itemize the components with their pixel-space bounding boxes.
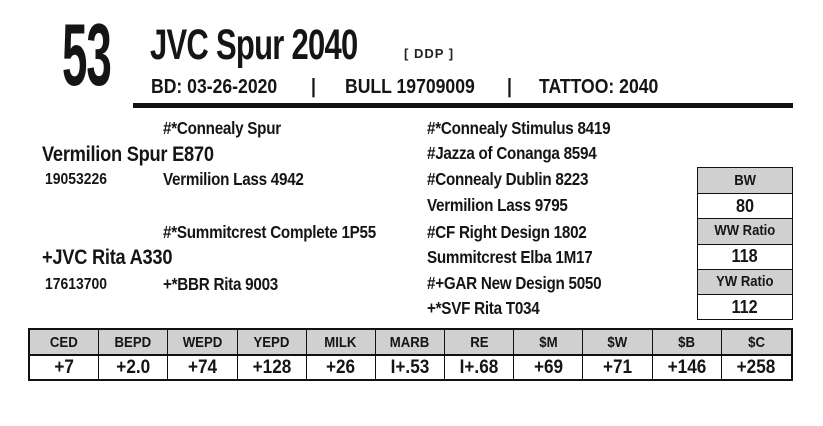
- epd-header-label: MARB: [390, 333, 430, 351]
- stat-value-yw-ratio: 112: [698, 293, 792, 320]
- epd-header-label: $M: [539, 333, 558, 351]
- pedigree-sire-dam: Vermilion Lass 4942: [163, 169, 304, 189]
- pedigree-dam-maternal-granddam: +*SVF Rita T034: [427, 298, 540, 318]
- stat-value-ww-ratio: 118: [698, 243, 792, 269]
- epd-value-yepd: +128: [237, 356, 307, 379]
- pedigree-dam-reg: 17613700: [45, 276, 107, 293]
- epd-value-bepd: +2.0: [99, 356, 169, 379]
- epd-header-label: BEPD: [114, 333, 152, 351]
- pedigree-sire-paternal-grandsire: #*Connealy Stimulus 8419: [427, 118, 611, 138]
- separator-bar: |: [311, 76, 316, 98]
- epd-header-dollar-w: $W: [583, 330, 653, 356]
- stat-value-bw: 80: [698, 193, 792, 219]
- pedigree-sire-paternal-granddam: #Jazza of Conanga 8594: [427, 143, 597, 163]
- animal-id: BULL 19709009: [345, 76, 475, 98]
- epd-header-label: MILK: [324, 333, 357, 351]
- epd-value-marb: I+.53: [375, 356, 446, 379]
- pedigree-sire-name: Vermilion Spur E870: [42, 143, 214, 166]
- epd-value-ced: +7: [30, 356, 100, 379]
- epd-value-dollar-c: +258: [721, 356, 791, 379]
- pedigree-dam-sire: #*Summitcrest Complete 1P55: [163, 222, 376, 242]
- pedigree-sire-reg: 19053226: [45, 171, 107, 188]
- pedigree-dam-maternal-grandsire: #+GAR New Design 5050: [427, 273, 602, 293]
- epd-table: CED BEPD WEPD YEPD MILK MARB RE $M $W $B…: [28, 328, 793, 381]
- epd-header-milk: MILK: [306, 330, 376, 356]
- epd-header-label: $C: [747, 333, 765, 351]
- pedigree-sire-maternal-granddam: Vermilion Lass 9795: [427, 195, 568, 215]
- epd-value-text: +74: [187, 356, 217, 378]
- epd-value-text: +7: [54, 356, 74, 378]
- epd-value-text: +146: [667, 356, 707, 378]
- epd-header-dollar-b: $B: [652, 330, 722, 356]
- epd-header-label: YEPD: [253, 333, 290, 351]
- epd-header-dollar-m: $M: [514, 330, 584, 356]
- epd-header-re: RE: [445, 330, 515, 356]
- epd-header-dollar-c: $C: [721, 330, 791, 356]
- epd-header-label: $W: [607, 333, 628, 351]
- epd-header-marb: MARB: [375, 330, 446, 356]
- separator-bar: |: [507, 76, 512, 98]
- stat-value-text: 118: [731, 246, 759, 267]
- stat-header-label: BW: [734, 172, 756, 189]
- animal-title: JVC Spur 2040: [150, 21, 358, 69]
- lot-number: 53: [62, 5, 112, 104]
- epd-header-ced: CED: [30, 330, 100, 356]
- epd-value-dollar-b: +146: [652, 356, 722, 379]
- epd-header-yepd: YEPD: [237, 330, 307, 356]
- pedigree-sire-maternal-grandsire: #Connealy Dublin 8223: [427, 169, 589, 189]
- epd-value-re: I+.68: [445, 356, 515, 379]
- epd-value-text: I+.68: [459, 356, 499, 378]
- ddp-tag: [ DDP ]: [404, 46, 455, 61]
- header-rule-divider: [133, 103, 793, 108]
- stat-value-text: 80: [735, 195, 755, 216]
- epd-value-dollar-m: +69: [514, 356, 584, 379]
- stat-value-text: 112: [731, 296, 759, 317]
- pedigree-dam-dam: +*BBR Rita 9003: [163, 274, 278, 294]
- pedigree-dam-name: +JVC Rita A330: [42, 246, 173, 269]
- epd-header-label: RE: [470, 333, 489, 351]
- epd-header-wepd: WEPD: [168, 330, 238, 356]
- tattoo: TATTOO: 2040: [539, 76, 659, 98]
- pedigree-sire-sire: #*Connealy Spur: [163, 118, 281, 138]
- epd-value-text: +69: [533, 356, 563, 378]
- epd-value-milk: +26: [306, 356, 376, 379]
- epd-header-label: WEPD: [182, 333, 223, 351]
- epd-value-text: +71: [602, 356, 633, 378]
- birth-date: BD: 03-26-2020: [151, 76, 278, 98]
- stat-header-label: WW Ratio: [714, 223, 776, 240]
- epd-value-text: +26: [326, 356, 356, 378]
- stat-header-ww-ratio: WW Ratio: [698, 218, 792, 244]
- epd-header-bepd: BEPD: [99, 330, 169, 356]
- epd-value-text: +128: [252, 356, 291, 378]
- epd-value-text: I+.53: [390, 356, 430, 378]
- pedigree-dam-paternal-grandsire: #CF Right Design 1802: [427, 222, 587, 242]
- epd-header-label: $B: [678, 333, 696, 351]
- epd-header-label: CED: [50, 333, 79, 351]
- pedigree-dam-paternal-granddam: Summitcrest Elba 1M17: [427, 247, 593, 267]
- epd-value-text: +258: [737, 356, 776, 378]
- stat-header-label: YW Ratio: [716, 273, 774, 290]
- epd-value-text: +2.0: [116, 356, 151, 378]
- stat-header-yw-ratio: YW Ratio: [698, 268, 792, 294]
- epd-value-dollar-w: +71: [583, 356, 653, 379]
- epd-value-wepd: +74: [168, 356, 238, 379]
- stat-header-bw: BW: [698, 168, 792, 194]
- weight-ratio-table: BW 80 WW Ratio 118 YW Ratio 112: [697, 167, 793, 321]
